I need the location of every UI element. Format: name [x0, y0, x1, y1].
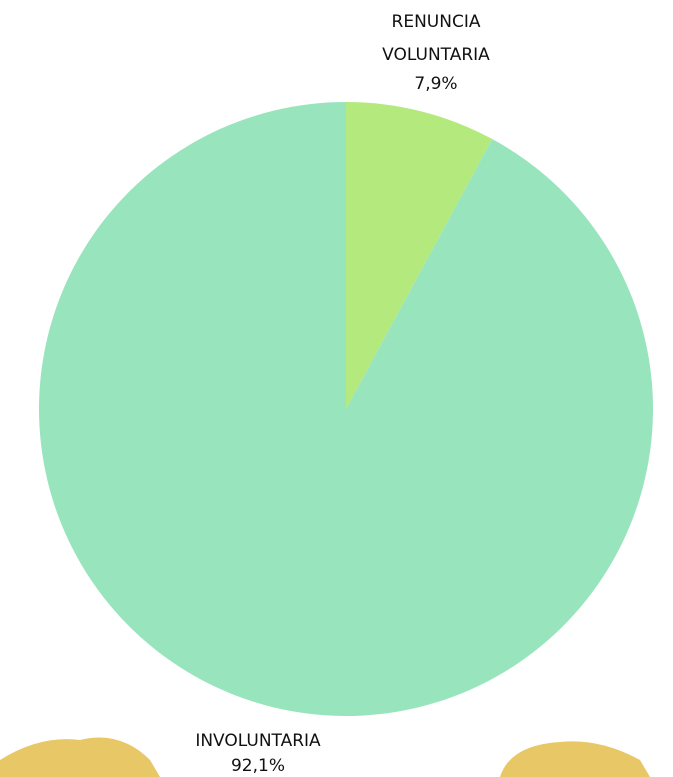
- category-label: RENUNCIA VOLUNTARIA: [382, 12, 490, 65]
- decoration: [0, 737, 650, 777]
- category-label: INVOLUNTARIA: [195, 731, 321, 751]
- pie-slice: [346, 102, 493, 409]
- pasta-right: [500, 741, 650, 777]
- value-label: 7,9%: [414, 74, 458, 94]
- pie: [38, 102, 654, 716]
- pie-slice: [38, 102, 654, 716]
- value-label: 92,1%: [230, 756, 285, 776]
- slice-label: INVOLUNTARIA 92,1%: [173, 726, 343, 776]
- slice-label: RENUNCIA VOLUNTARIA 7,9%: [351, 6, 521, 101]
- pasta-left: [0, 737, 160, 777]
